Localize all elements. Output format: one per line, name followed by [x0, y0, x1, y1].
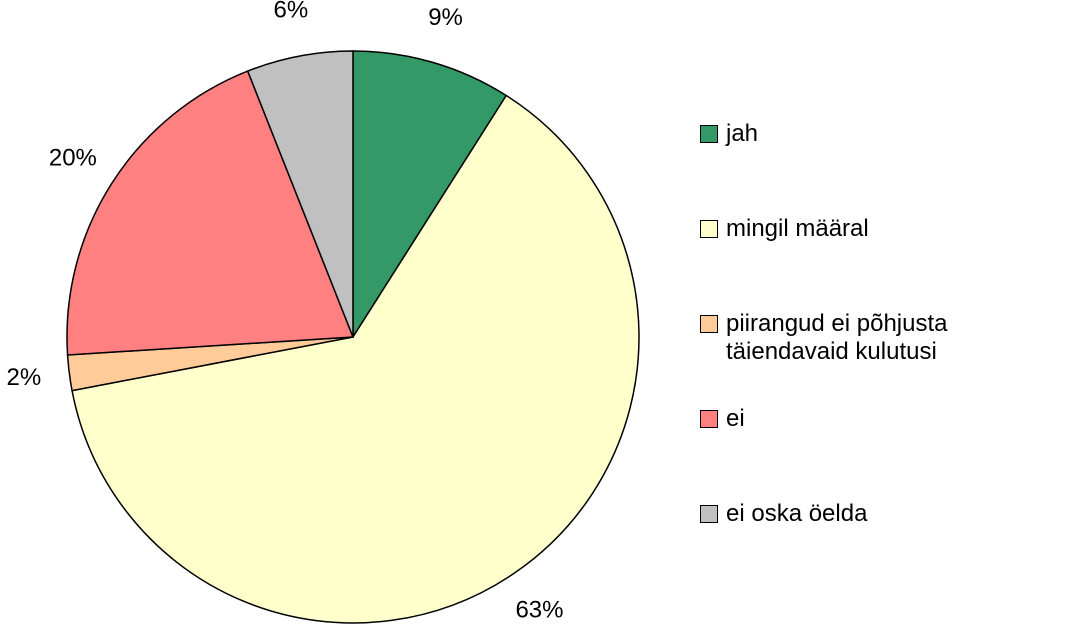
legend-item: piirangud ei põhjusta täiendavaid kulutu… — [700, 310, 1070, 405]
data-label: 20% — [49, 145, 97, 172]
legend-label: ei — [726, 405, 745, 432]
legend-item: mingil määral — [700, 215, 1070, 310]
legend-item: ei oska öelda — [700, 500, 1070, 595]
legend-swatch — [700, 505, 718, 523]
data-label: 6% — [273, 0, 308, 23]
legend-item: ei — [700, 405, 1070, 500]
data-label: 9% — [428, 4, 463, 31]
legend-swatch — [700, 220, 718, 238]
data-label: 2% — [7, 364, 42, 391]
legend-swatch — [700, 410, 718, 428]
legend: jah mingil määral piirangud ei põhjusta tä… — [700, 120, 1070, 595]
legend-swatch — [700, 125, 718, 143]
legend-item: jah — [700, 120, 1070, 215]
legend-label: ei oska öelda — [726, 500, 868, 527]
pie-slice — [71, 94, 640, 624]
legend-label: jah — [726, 120, 759, 147]
pie-slice — [352, 50, 508, 340]
legend-swatch — [700, 315, 718, 333]
legend-label: piirangud ei põhjusta täiendavaid kulutu… — [726, 310, 948, 365]
data-label: 63% — [515, 597, 563, 624]
pie-slice — [246, 50, 354, 338]
pie-slice — [66, 70, 355, 356]
legend-label: mingil määral — [726, 215, 869, 242]
